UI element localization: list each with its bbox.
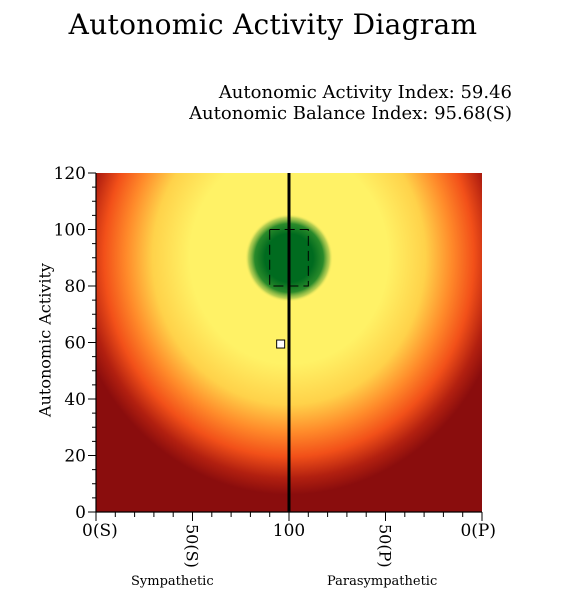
y-tick-label: 0: [75, 503, 86, 523]
x-tick-label: 0(P): [460, 521, 496, 541]
y-tick-label: 120: [54, 164, 86, 184]
chart-overlay: [269, 173, 309, 512]
y-tick-label: 100: [54, 221, 86, 241]
axes: 0 20 40 60 80 100 120 0(S) 50(S) 100 50(P) 0(P): [54, 164, 496, 568]
x-tick-label: 100: [273, 521, 305, 541]
x-tick-label: 50(P): [376, 524, 395, 568]
parasympathetic-label: Parasympathetic: [327, 574, 438, 589]
x-tick-label: 50(S): [183, 524, 202, 568]
sympathetic-label: Sympathetic: [131, 574, 214, 589]
y-tick-label: 60: [64, 334, 86, 354]
autonomic-activity-index: Autonomic Activity Index: 59.46: [218, 82, 512, 103]
measurement-point: [276, 339, 286, 349]
y-tick-label: 80: [64, 277, 86, 297]
y-tick-label: 40: [64, 390, 86, 410]
y-tick-label: 20: [64, 447, 86, 467]
x-tick-label: 0(S): [82, 521, 118, 541]
autonomic-balance-index: Autonomic Balance Index: 95.68(S): [189, 103, 512, 124]
chart-title: Autonomic Activity Diagram: [68, 8, 478, 41]
